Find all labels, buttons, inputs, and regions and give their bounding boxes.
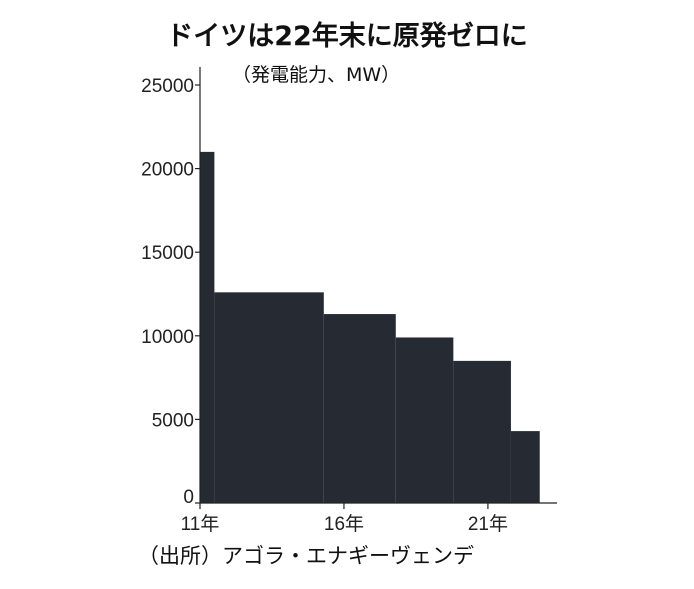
y-tick-label-2: 10000 xyxy=(141,327,194,348)
bar-step-3 xyxy=(323,314,396,503)
y-tick-label-5: 25000 xyxy=(141,76,194,97)
bar-step-5 xyxy=(453,360,511,503)
bar-step-1 xyxy=(200,151,215,503)
y-tick-label-4: 20000 xyxy=(141,160,194,181)
y-tick-label-1: 5000 xyxy=(152,410,194,431)
chart-title: ドイツは22年末に原発ゼロに xyxy=(166,21,528,52)
y-axis-ticks: 0 5000 10000 15000 20000 25000 xyxy=(141,76,200,508)
x-axis-ticks: 11年 16年 21年 xyxy=(181,503,508,535)
bar-step-4 xyxy=(395,337,454,503)
y-tick-label-0: 0 xyxy=(183,487,194,508)
y-tick-label-3: 15000 xyxy=(141,243,194,264)
x-tick-label-1: 16年 xyxy=(324,513,364,535)
chart-subtitle: （発電能力、MW） xyxy=(232,64,401,86)
x-tick-label-2: 21年 xyxy=(468,513,508,535)
bar-step-6 xyxy=(510,431,540,503)
bars-group xyxy=(200,151,540,503)
x-tick-label-0: 11年 xyxy=(181,513,220,535)
bar-step-2 xyxy=(214,292,324,503)
source-note: （出所）アゴラ・エナギーヴェンデ xyxy=(138,544,474,568)
